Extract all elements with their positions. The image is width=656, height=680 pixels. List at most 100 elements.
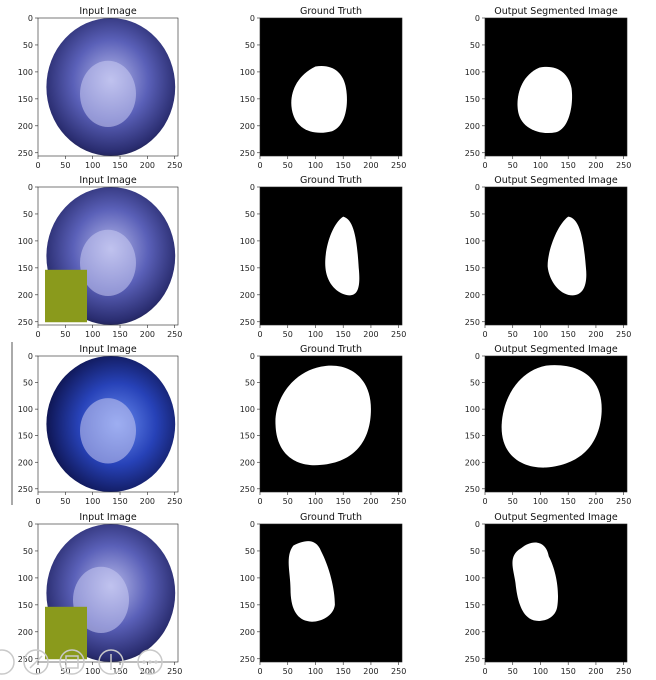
zoom-in-icon[interactable] bbox=[23, 649, 49, 675]
x-tick-label: 250 bbox=[167, 330, 182, 339]
x-tick-label: 250 bbox=[391, 161, 406, 170]
y-tick-label: 250 bbox=[240, 655, 255, 664]
panel-title: Input Image bbox=[79, 175, 137, 186]
panel-title: Output Segmented Image bbox=[494, 344, 618, 355]
y-tick-label: 150 bbox=[240, 95, 255, 104]
y-tick-label: 250 bbox=[465, 485, 480, 494]
fit-page-icon[interactable] bbox=[59, 649, 85, 675]
axes-frame bbox=[259, 186, 403, 326]
y-tick-label: 50 bbox=[23, 547, 33, 556]
x-tick-label: 150 bbox=[112, 330, 127, 339]
x-tick-label: 200 bbox=[588, 330, 603, 339]
y-tick-label: 50 bbox=[470, 379, 480, 388]
y-tick-label: 150 bbox=[18, 264, 33, 273]
y-tick-label: 0 bbox=[250, 520, 255, 529]
y-tick-label: 50 bbox=[245, 379, 255, 388]
x-tick-label: 50 bbox=[60, 497, 70, 506]
x-tick-label: 0 bbox=[35, 330, 40, 339]
x-tick-label: 50 bbox=[508, 161, 518, 170]
x-tick-label: 200 bbox=[140, 497, 155, 506]
x-tick-label: 150 bbox=[336, 330, 351, 339]
x-tick-label: 100 bbox=[308, 161, 323, 170]
overlay-box bbox=[45, 269, 87, 323]
y-tick-label: 250 bbox=[18, 318, 33, 327]
y-tick-label: 0 bbox=[475, 352, 480, 361]
segmentation-mask bbox=[501, 365, 602, 468]
x-tick-label: 150 bbox=[336, 161, 351, 170]
x-tick-label: 150 bbox=[561, 161, 576, 170]
polyp-region bbox=[80, 60, 136, 128]
x-tick-label: 200 bbox=[363, 497, 378, 506]
x-tick-label: 200 bbox=[363, 161, 378, 170]
y-tick-label: 0 bbox=[28, 352, 33, 361]
panel-title: Ground Truth bbox=[300, 344, 362, 355]
y-tick-label: 250 bbox=[18, 485, 33, 494]
y-tick-label: 150 bbox=[18, 95, 33, 104]
y-tick-label: 200 bbox=[465, 291, 480, 300]
y-tick-label: 200 bbox=[240, 291, 255, 300]
y-tick-label: 50 bbox=[245, 547, 255, 556]
panel-title: Output Segmented Image bbox=[494, 6, 618, 17]
axes-frame bbox=[259, 355, 403, 493]
x-tick-label: 200 bbox=[588, 161, 603, 170]
x-tick-label: 0 bbox=[482, 161, 487, 170]
x-tick-label: 50 bbox=[60, 330, 70, 339]
y-tick-label: 100 bbox=[465, 237, 480, 246]
x-tick-label: 100 bbox=[308, 667, 323, 676]
panel-title: Ground Truth bbox=[300, 175, 362, 186]
x-tick-label: 250 bbox=[616, 667, 631, 676]
x-tick-label: 250 bbox=[616, 497, 631, 506]
segmentation-mask bbox=[547, 216, 587, 296]
y-tick-label: 150 bbox=[18, 601, 33, 610]
zoom-out-icon[interactable] bbox=[0, 649, 15, 675]
x-tick-label: 150 bbox=[561, 667, 576, 676]
y-tick-label: 100 bbox=[240, 405, 255, 414]
x-tick-label: 250 bbox=[616, 330, 631, 339]
y-tick-label: 100 bbox=[18, 68, 33, 77]
y-tick-label: 50 bbox=[470, 41, 480, 50]
x-tick-label: 0 bbox=[257, 497, 262, 506]
more-icon[interactable] bbox=[137, 649, 163, 675]
x-tick-label: 50 bbox=[508, 497, 518, 506]
y-tick-label: 100 bbox=[465, 574, 480, 583]
y-tick-label: 100 bbox=[18, 405, 33, 414]
axes-frame bbox=[484, 17, 628, 157]
x-tick-label: 200 bbox=[588, 497, 603, 506]
y-tick-label: 0 bbox=[28, 183, 33, 192]
y-tick-label: 200 bbox=[18, 458, 33, 467]
x-tick-label: 0 bbox=[257, 161, 262, 170]
y-tick-label: 250 bbox=[465, 318, 480, 327]
axes-frame bbox=[37, 186, 179, 326]
polyp-region bbox=[80, 229, 136, 297]
x-tick-label: 0 bbox=[35, 497, 40, 506]
y-tick-label: 150 bbox=[465, 264, 480, 273]
y-tick-label: 250 bbox=[240, 318, 255, 327]
x-tick-label: 250 bbox=[391, 497, 406, 506]
y-tick-label: 100 bbox=[465, 68, 480, 77]
y-tick-label: 100 bbox=[240, 574, 255, 583]
y-tick-label: 50 bbox=[23, 41, 33, 50]
x-tick-label: 100 bbox=[308, 330, 323, 339]
y-tick-label: 100 bbox=[465, 405, 480, 414]
y-tick-label: 0 bbox=[475, 520, 480, 529]
axes-frame bbox=[259, 17, 403, 157]
x-tick-label: 50 bbox=[283, 330, 293, 339]
y-tick-label: 0 bbox=[250, 183, 255, 192]
x-tick-label: 250 bbox=[616, 161, 631, 170]
y-tick-label: 200 bbox=[240, 458, 255, 467]
y-tick-label: 150 bbox=[240, 432, 255, 441]
y-tick-label: 250 bbox=[18, 149, 33, 158]
panel-title: Input Image bbox=[79, 344, 137, 355]
x-tick-label: 150 bbox=[336, 667, 351, 676]
panel-title: Ground Truth bbox=[300, 6, 362, 17]
y-tick-label: 250 bbox=[465, 655, 480, 664]
segmentation-mask bbox=[517, 66, 573, 134]
y-tick-label: 150 bbox=[240, 264, 255, 273]
x-tick-label: 0 bbox=[482, 667, 487, 676]
rotate-icon[interactable] bbox=[98, 649, 124, 675]
